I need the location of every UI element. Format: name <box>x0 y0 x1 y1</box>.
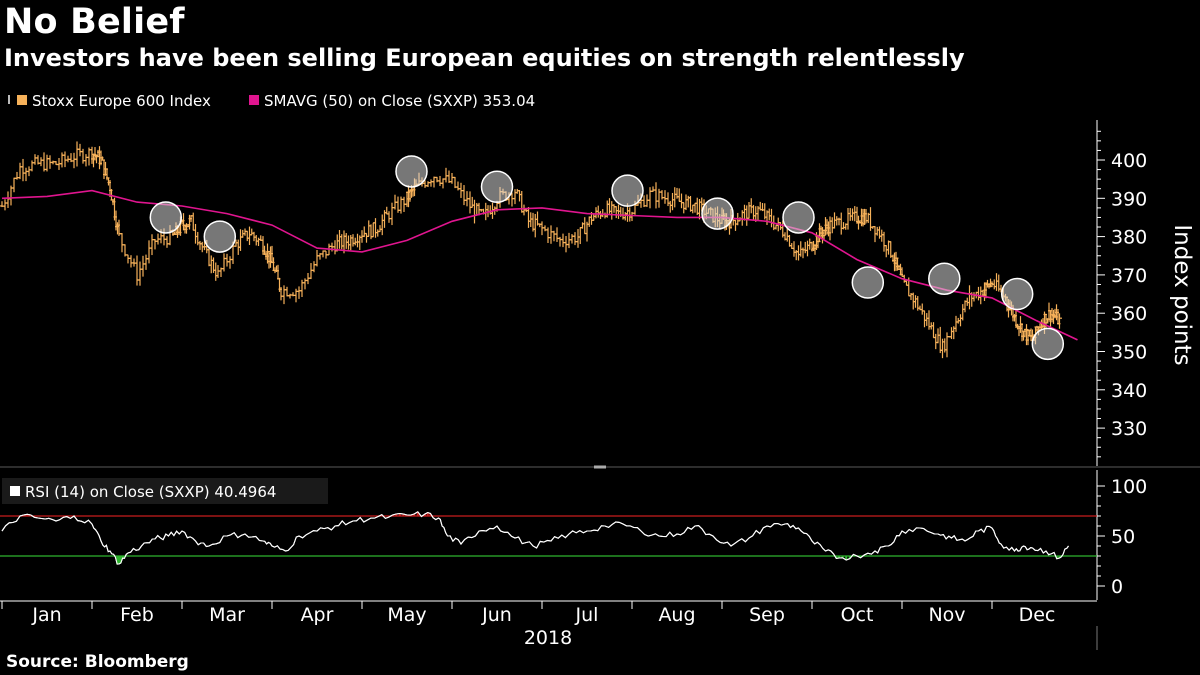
highlight-circle <box>395 155 428 188</box>
highlight-circle <box>149 201 183 234</box>
legend-rsi-value: 40.4964 <box>214 483 276 501</box>
main-y-tick-label: 370 <box>1111 265 1147 287</box>
x-month-label: Apr <box>301 604 334 626</box>
chart-title: No Belief <box>4 2 185 42</box>
chart-subtitle: Investors have been selling European equ… <box>4 44 965 72</box>
highlight-circle <box>1000 277 1034 311</box>
sma-line <box>1 189 1078 341</box>
highlight-circle <box>1031 327 1065 361</box>
highlight-circle <box>480 170 514 204</box>
highlight-circle <box>701 197 734 230</box>
main-y-tick-label: 360 <box>1111 303 1147 325</box>
legend-price-label: Stoxx Europe 600 Index <box>32 92 211 110</box>
x-month-label: Jul <box>575 604 599 626</box>
legend-rsi-name: RSI (14) on Close (SXXP) <box>25 483 210 501</box>
x-month-label: Oct <box>841 604 874 626</box>
bar-chart-icon <box>8 95 10 104</box>
highlight-circle <box>782 201 815 234</box>
highlight-circle <box>928 262 961 295</box>
x-month-label: Dec <box>1019 604 1056 626</box>
highlight-circle <box>851 266 885 299</box>
main-y-tick-label: 400 <box>1111 150 1147 172</box>
rsi-y-tick-label: 50 <box>1111 526 1135 548</box>
highlight-circle <box>203 220 237 253</box>
x-month-label: Aug <box>658 604 695 626</box>
x-month-label: Sep <box>749 604 785 626</box>
highlight-circle <box>611 174 644 207</box>
legend-sma-swatch <box>249 95 259 105</box>
legend-sma-value: 353.04 <box>483 92 536 110</box>
x-month-label: May <box>387 604 426 626</box>
square-icon <box>10 486 20 496</box>
y-axis-label: Index points <box>1169 224 1195 365</box>
legend-rsi-bg <box>2 478 328 504</box>
x-axis-year: 2018 <box>524 627 572 649</box>
main-y-tick-label: 340 <box>1111 380 1147 402</box>
main-y-tick-label: 330 <box>1111 418 1147 440</box>
x-month-label: Nov <box>928 604 965 626</box>
rsi-y-tick-label: 100 <box>1111 476 1147 498</box>
rsi-line-top <box>1 511 1069 565</box>
main-y-tick-label: 390 <box>1111 188 1147 210</box>
legend-price-swatch <box>17 95 27 105</box>
source-note: Source: Bloomberg <box>6 652 189 672</box>
x-month-label: Mar <box>209 604 245 626</box>
rsi-legend: RSI (14) on Close (SXXP) 40.4964 <box>2 478 328 504</box>
legend-sma-name: SMAVG (50) on Close (SXXP) <box>264 92 478 110</box>
main-legend: Stoxx Europe 600 Index SMAVG (50) on Clo… <box>8 92 535 110</box>
price-bars <box>0 141 1062 359</box>
main-y-tick-label: 380 <box>1111 227 1147 249</box>
rsi-y-tick-label: 0 <box>1111 576 1123 598</box>
x-month-label: Jun <box>481 604 512 626</box>
legend-sma-label: SMAVG (50) on Close (SXXP) 353.04 <box>264 92 535 110</box>
legend-rsi-label: RSI (14) on Close (SXXP) 40.4964 <box>25 483 276 501</box>
main-y-tick-label: 350 <box>1111 342 1147 364</box>
x-month-label: Jan <box>31 604 61 626</box>
x-month-label: Feb <box>120 604 154 626</box>
